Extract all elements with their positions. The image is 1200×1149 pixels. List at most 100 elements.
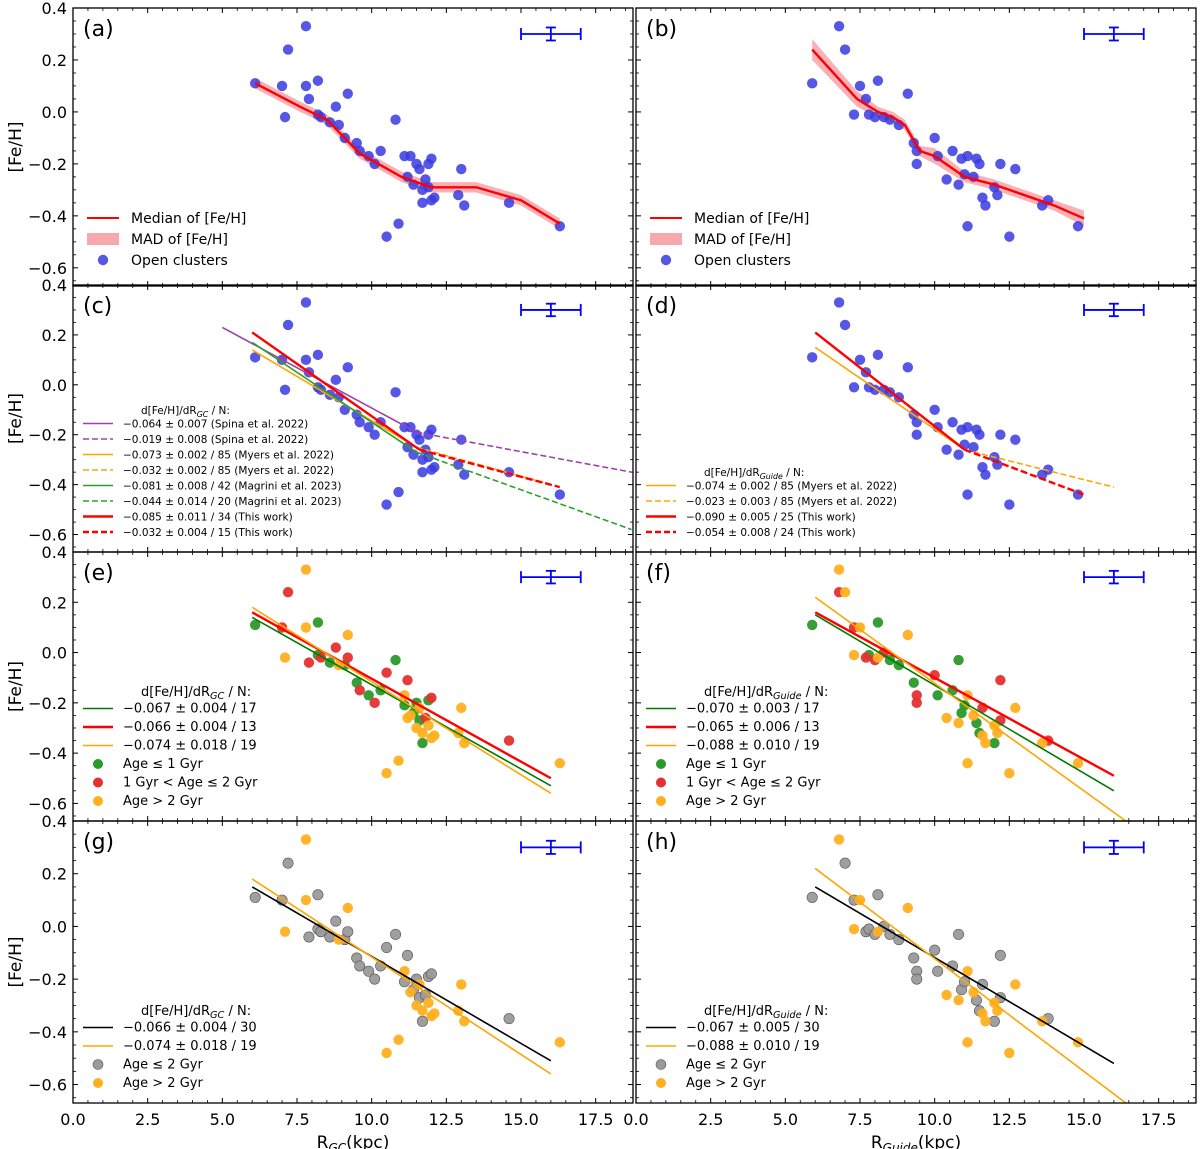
- data-point-oc: [333, 119, 345, 131]
- series-line: [814, 611, 1115, 777]
- legend-swatch-oc: [97, 254, 109, 266]
- legend-label: Open clusters: [694, 253, 791, 269]
- data-point-gray: [390, 928, 402, 940]
- data-point-oc: [839, 319, 851, 331]
- data-point-oc: [807, 352, 818, 363]
- data-point-orange: [962, 757, 973, 769]
- data-point-oc: [330, 101, 342, 112]
- data-point-orange: [1004, 1047, 1015, 1059]
- data-point-oc: [833, 20, 845, 32]
- x-tick-label: 12.5: [429, 1110, 465, 1129]
- data-point-oc: [249, 352, 261, 363]
- data-point-orange: [381, 1047, 392, 1059]
- data-point-red: [503, 735, 515, 746]
- legend-label: −0.054 ± 0.008 / 24 (This work): [686, 527, 856, 539]
- y-tick-label: 0.2: [42, 326, 67, 345]
- x-axis-label-sub: GC: [328, 1141, 346, 1149]
- data-point-oc: [968, 441, 979, 453]
- legend-title-prefix: d[Fe/H]/dR: [704, 685, 773, 700]
- legend: d[Fe/H]/dRGC / N:−0.066 ± 0.004 / 30−0.0…: [83, 1004, 257, 1091]
- legend-label: Open clusters: [131, 253, 228, 269]
- data-point-oc: [848, 109, 860, 120]
- panel-d: (d)d[Fe/H]/dRGuide / N:−0.074 ± 0.002 / …: [635, 284, 1197, 553]
- x-tick-label: 2.5: [135, 1110, 160, 1129]
- data-point-gray: [839, 857, 851, 869]
- data-point-oc: [941, 174, 952, 185]
- legend-label: −0.067 ± 0.005 / 30: [686, 1021, 820, 1036]
- data-point-oc: [929, 404, 940, 415]
- y-axis-label: [Fe/H]: [6, 121, 26, 172]
- y-tick-label: 0.4: [42, 0, 67, 18]
- series-line: [251, 341, 417, 453]
- panel-g: 0.4 0.2 0.0 −0.2 −0.4 −0.6 0.0 2.5 5.0 7.5 10.0 12.…: [6, 812, 634, 1149]
- data-point-oc: [282, 319, 294, 331]
- data-point-oc: [1010, 163, 1021, 175]
- data-point-oc: [303, 93, 315, 105]
- data-point-orange: [429, 1008, 440, 1019]
- legend-label: −0.067 ± 0.004 / 17: [123, 702, 257, 717]
- data-point-green: [417, 737, 428, 749]
- legend-title-prefix: d[Fe/H]/dR: [141, 405, 197, 417]
- series-line: [419, 448, 561, 489]
- data-point-oc: [974, 429, 985, 440]
- legend-label: −0.070 ± 0.003 / 17: [686, 702, 820, 717]
- data-point-oc: [953, 449, 964, 460]
- data-point-oc: [312, 349, 324, 361]
- legend-label: Age ≤ 2 Gyr: [686, 1058, 766, 1073]
- y-tick-label: −0.6: [28, 1076, 67, 1095]
- panel-c: 0.4 0.2 0.0 −0.2 −0.4 −0.6 (c) d[Fe/H]/dRGC / N…: [6, 276, 634, 553]
- data-point-gray: [369, 973, 381, 985]
- data-point-oc: [902, 362, 913, 373]
- data-point-orange: [300, 834, 312, 845]
- x-tick-label: 10.0: [917, 1110, 953, 1129]
- legend: d[Fe/H]/dRGuide / N:−0.074 ± 0.002 / 85 …: [646, 467, 897, 539]
- y-tick-label: −0.6: [28, 259, 67, 278]
- data-point-oc: [947, 145, 958, 157]
- series-line: [251, 606, 552, 795]
- data-point-red: [342, 652, 353, 663]
- legend-title: d[Fe/H]/dRGuide / N:: [704, 467, 804, 481]
- legend-swatch-dot: [93, 777, 103, 788]
- legend-swatch-dot: [656, 759, 666, 769]
- x-axis-label-base: R: [317, 1133, 329, 1149]
- data-point-orange: [872, 926, 884, 937]
- data-point-orange: [423, 997, 434, 1009]
- y-tick-label: −0.6: [28, 794, 67, 813]
- data-point-red: [303, 657, 315, 668]
- data-point-red: [354, 685, 365, 696]
- data-point-oc: [833, 297, 845, 308]
- data-point-oc: [995, 158, 1006, 170]
- legend-label: Median of [Fe/H]: [694, 211, 809, 227]
- plot-area: [221, 297, 632, 531]
- y-tick-label: 0.2: [42, 51, 67, 70]
- data-point-oc: [282, 44, 294, 55]
- data-point-gray: [929, 944, 941, 956]
- data-point-green: [989, 737, 1000, 749]
- data-point-orange: [1010, 702, 1021, 714]
- legend: d[Fe/H]/dRGC / N:−0.064 ± 0.007 (Spina e…: [83, 405, 341, 539]
- data-point-gray: [908, 952, 920, 964]
- data-point-oc: [354, 145, 365, 157]
- data-point-orange: [300, 894, 312, 906]
- data-point-oc: [1042, 464, 1054, 475]
- y-tick-label: 0.2: [42, 593, 67, 612]
- series-line: [814, 886, 1115, 1065]
- legend-label: Age > 2 Gyr: [686, 1076, 766, 1091]
- x-tick-label: 15.0: [1066, 1110, 1102, 1129]
- series-line: [814, 346, 965, 451]
- data-point-orange: [1004, 768, 1015, 779]
- data-point-orange: [848, 923, 860, 935]
- data-point-oc: [393, 218, 404, 229]
- data-point-oc: [459, 469, 470, 480]
- panel-a: 0.4 0.2 0.0 −0.2 −0.4 −0.6 (a) Median of [Fe/H]…: [6, 0, 634, 287]
- data-point-orange: [402, 712, 413, 724]
- y-tick-label: −0.4: [28, 476, 67, 495]
- data-point-gray: [282, 857, 294, 869]
- y-tick-label: 0.0: [42, 103, 67, 122]
- data-point-gray: [354, 960, 366, 972]
- data-point-orange: [342, 902, 353, 914]
- legend-swatch-dot: [93, 796, 103, 806]
- data-point-oc: [375, 145, 386, 157]
- y-tick-label: 0.4: [42, 276, 67, 295]
